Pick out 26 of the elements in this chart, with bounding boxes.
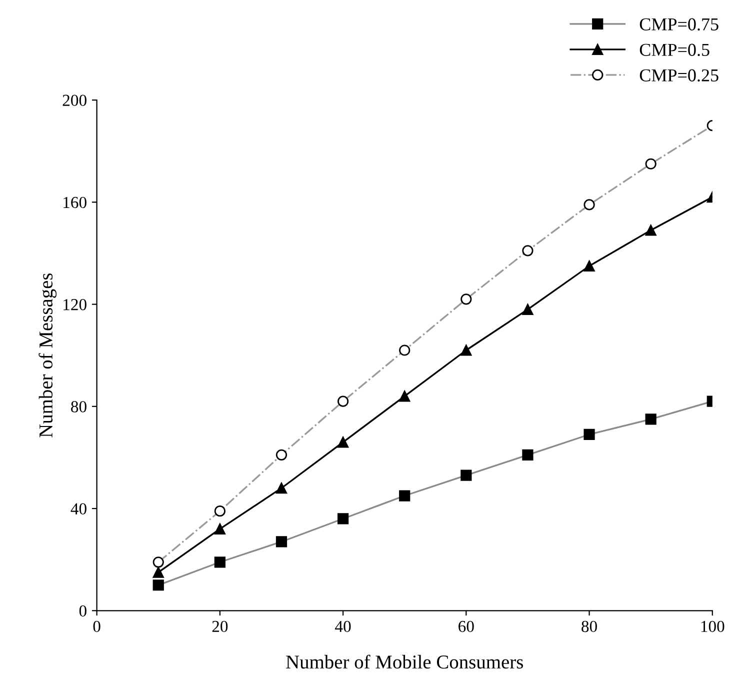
y-tick-label: 0 (79, 605, 86, 617)
x-axis-title: Number of Mobile Consumers (286, 654, 523, 669)
point (337, 436, 349, 448)
x-tick-label: 100 (701, 620, 724, 632)
point (399, 390, 410, 402)
legend-label: CMP=0.5 (640, 44, 710, 56)
y-tick-label: 40 (70, 503, 86, 514)
x-tick-label: 60 (458, 620, 474, 632)
x-tick-label: 80 (582, 620, 597, 632)
x-tick-label: 0 (93, 620, 100, 632)
point (460, 344, 472, 356)
y-tick-label: 160 (64, 196, 86, 208)
y-tick-label: 200 (62, 94, 86, 106)
legend-label: CMP=0.25 (640, 69, 718, 82)
x-tick-label: 40 (335, 620, 351, 632)
point (152, 566, 164, 578)
y-axis-title: Number of Messages (38, 273, 57, 438)
x-tick-label: 20 (212, 620, 228, 632)
point (584, 260, 595, 272)
point (522, 304, 534, 315)
legend-label: CMP=0.75 (640, 18, 718, 31)
point (645, 224, 656, 236)
point (276, 482, 288, 494)
point (214, 523, 226, 535)
y-tick-label: 80 (71, 401, 86, 412)
y-tick-label: 120 (64, 298, 86, 310)
